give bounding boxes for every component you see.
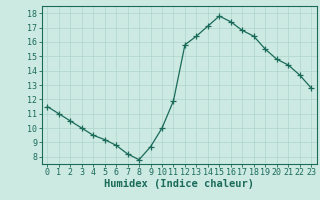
X-axis label: Humidex (Indice chaleur): Humidex (Indice chaleur) bbox=[104, 179, 254, 189]
